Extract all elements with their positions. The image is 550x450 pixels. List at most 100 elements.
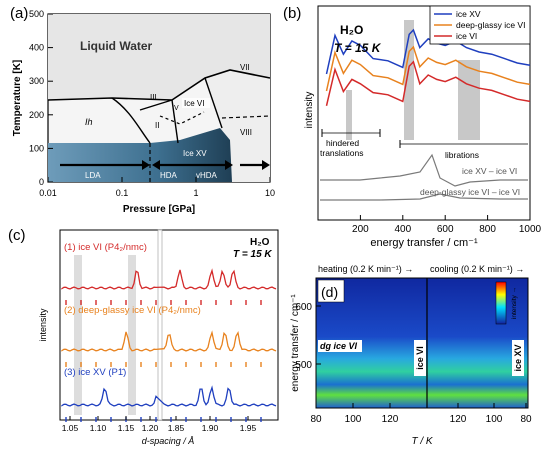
panel-c-label: (c) (8, 227, 26, 244)
a-xtick: 1 (193, 188, 198, 198)
panel-d-ticks: 500 600 80 100 120 120 100 80 (295, 302, 532, 425)
panel-b-xticks: 200 400 600 800 1000 (352, 215, 542, 235)
label-hda: HDA (160, 171, 178, 180)
label-vhda: vHDA (196, 171, 218, 180)
b-xtick: 400 (394, 224, 411, 235)
vi-vii-boundary (204, 77, 223, 129)
panel-d-xlabel: T / K (411, 436, 433, 447)
shade-1 (404, 20, 414, 140)
panel-c-xlabel: d-spacing / Å (142, 436, 195, 446)
a-ytick: 100 (29, 143, 44, 153)
tag-xv: ice XV (513, 344, 523, 371)
ih-boundary (111, 97, 151, 144)
legend-deep-glassy: deep-glassy ice VI (456, 20, 525, 30)
panel-c-temp: T = 15 K (233, 249, 272, 260)
annot-hindered: hindered (326, 138, 359, 148)
panel-c-frame (59, 229, 279, 421)
legend-ice-xv: ice XV (456, 9, 481, 19)
vii-viii-dashed (221, 115, 271, 119)
label-viii: VIII (240, 128, 252, 137)
d-ytick: 600 (295, 302, 312, 313)
b-xtick: 200 (352, 224, 369, 235)
label-vi: Ice VI (184, 99, 204, 108)
c-profile-1 (61, 330, 277, 352)
series-line-0 (325, 28, 531, 75)
shade-2 (458, 60, 480, 140)
panel-b-temp: T = 15 K (334, 41, 382, 55)
d-ytick: 500 (295, 360, 312, 371)
diff1-label: ice XV – ice VI (462, 166, 517, 176)
panel-c-xticks: 1.05 1.10 1.15 1.20 1.85 1.90 1.95 (62, 416, 257, 433)
color-scale (495, 281, 507, 325)
panel-c-title: H₂O (250, 237, 270, 248)
c-xtick: 1.95 (240, 423, 257, 433)
label-iii: III (150, 93, 157, 102)
panel-d-ylabel: energy transfer / cm⁻¹ (290, 294, 301, 392)
d-xtick: 120 (382, 414, 399, 425)
a-ytick: 200 (29, 110, 44, 120)
c-profile-0 (61, 268, 277, 290)
label-lda: LDA (85, 171, 101, 180)
diff2-label: deep-glassy ice VI – ice VI (420, 187, 520, 197)
c-xtick: 1.15 (118, 423, 135, 433)
c-profile-2 (61, 385, 277, 407)
series-2-label: (2) deep-glassy ice VI (P4₂/nmc) (64, 305, 201, 316)
a-xtick: 0.1 (116, 188, 129, 198)
label-vii: VII (240, 63, 250, 72)
series-line-1 (325, 45, 531, 92)
panel-b-label: (b) (283, 5, 301, 22)
a-xtick: 10 (265, 188, 275, 198)
c-xtick: 1.10 (90, 423, 107, 433)
label-ii: II (155, 121, 159, 130)
panel-b: (b) H₂O T = 15 K ice XV deep-glassy ice … (283, 5, 542, 249)
v-boundary (171, 99, 179, 144)
region-vii (205, 70, 270, 182)
panel-c: (c) (1) ice VI (P4₂/nmc) (2) deep-glassy… (8, 227, 279, 446)
panel-b-series (325, 28, 531, 106)
panel-c-ylabel: intensity (38, 308, 48, 342)
b-xtick: 600 (437, 224, 454, 235)
panel-a: (a) Liquid Water Ih III II V Ice VI VII (10, 5, 275, 215)
label-ih: Ih (85, 117, 93, 127)
c-xtick: 1.20 (142, 423, 159, 433)
series-3-label: (3) ice XV (P1̄) (64, 367, 126, 378)
d-xtick: 100 (486, 414, 503, 425)
b-xtick: 800 (479, 224, 496, 235)
iii-boundary (139, 99, 173, 111)
panel-a-label: (a) (10, 5, 28, 22)
label-xv: Ice XV (183, 149, 207, 158)
annot-librations: librations (445, 150, 479, 160)
a-ytick: 500 (29, 9, 44, 19)
d-xtick: 100 (345, 414, 362, 425)
legend-ice-vi: ice VI (456, 31, 477, 41)
b-xtick: 1000 (519, 224, 542, 235)
diff-xv-vi (320, 153, 528, 187)
panel-c-series (61, 268, 277, 422)
cooling-label: cooling (0.2 K min⁻¹) → (430, 264, 524, 274)
series-1-label: (1) ice VI (P4₂/nmc) (64, 242, 147, 253)
a-xtick: 0.01 (39, 188, 57, 198)
panel-b-xlabel: energy transfer / cm⁻¹ (370, 237, 478, 249)
label-liquid: Liquid Water (80, 39, 153, 53)
scale-label: intensity → (511, 287, 518, 319)
a-ytick: 300 (29, 76, 44, 86)
panel-d: heating (0.2 K min⁻¹) → cooling (0.2 K m… (290, 264, 532, 447)
panel-b-title: H₂O (340, 23, 363, 37)
d-xtick: 120 (450, 414, 467, 425)
region-xv (48, 128, 232, 182)
d-xtick: 80 (520, 414, 532, 425)
series-line-2 (325, 60, 531, 106)
a-ytick: 400 (29, 43, 44, 53)
panel-a-ylabel: Temperature [K] (12, 60, 23, 137)
c-xtick: 1.85 (168, 423, 185, 433)
annot-translations: translations (320, 148, 363, 158)
region-liquid (48, 14, 270, 100)
d-xtick: 80 (310, 414, 322, 425)
v-dashed (159, 111, 205, 125)
c-xtick: 1.90 (202, 423, 219, 433)
panel-b-ylabel: intensity (304, 92, 315, 129)
melting-line (47, 69, 271, 101)
tag-dg: dg ice VI (320, 341, 358, 351)
axis-break (157, 229, 163, 421)
